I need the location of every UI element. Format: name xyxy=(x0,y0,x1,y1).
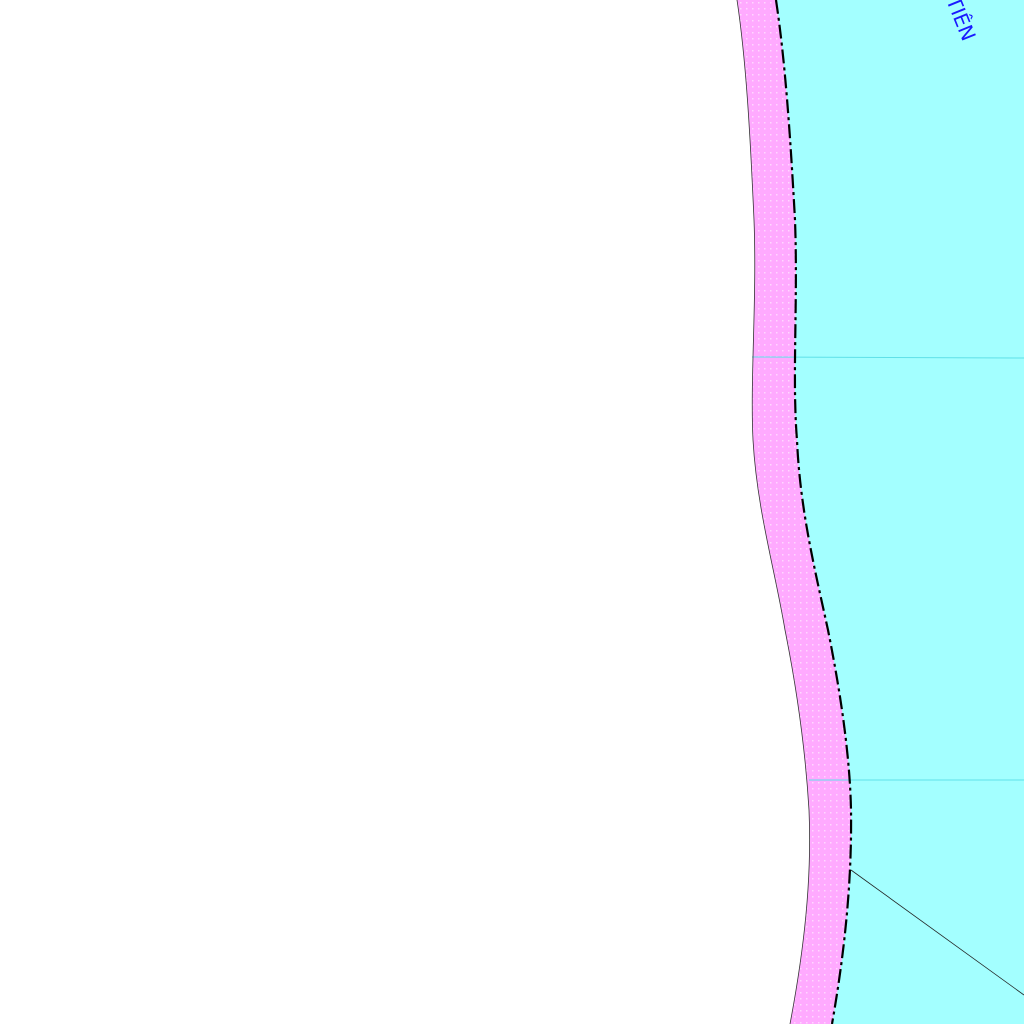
grid-line-upper xyxy=(751,356,1024,359)
inner-bank-line xyxy=(736,0,811,1024)
water-body xyxy=(776,0,1024,1024)
dash-dot-boundary xyxy=(774,0,853,1024)
bank-strip-texture xyxy=(737,0,852,1024)
diagonal-line xyxy=(850,869,1024,996)
